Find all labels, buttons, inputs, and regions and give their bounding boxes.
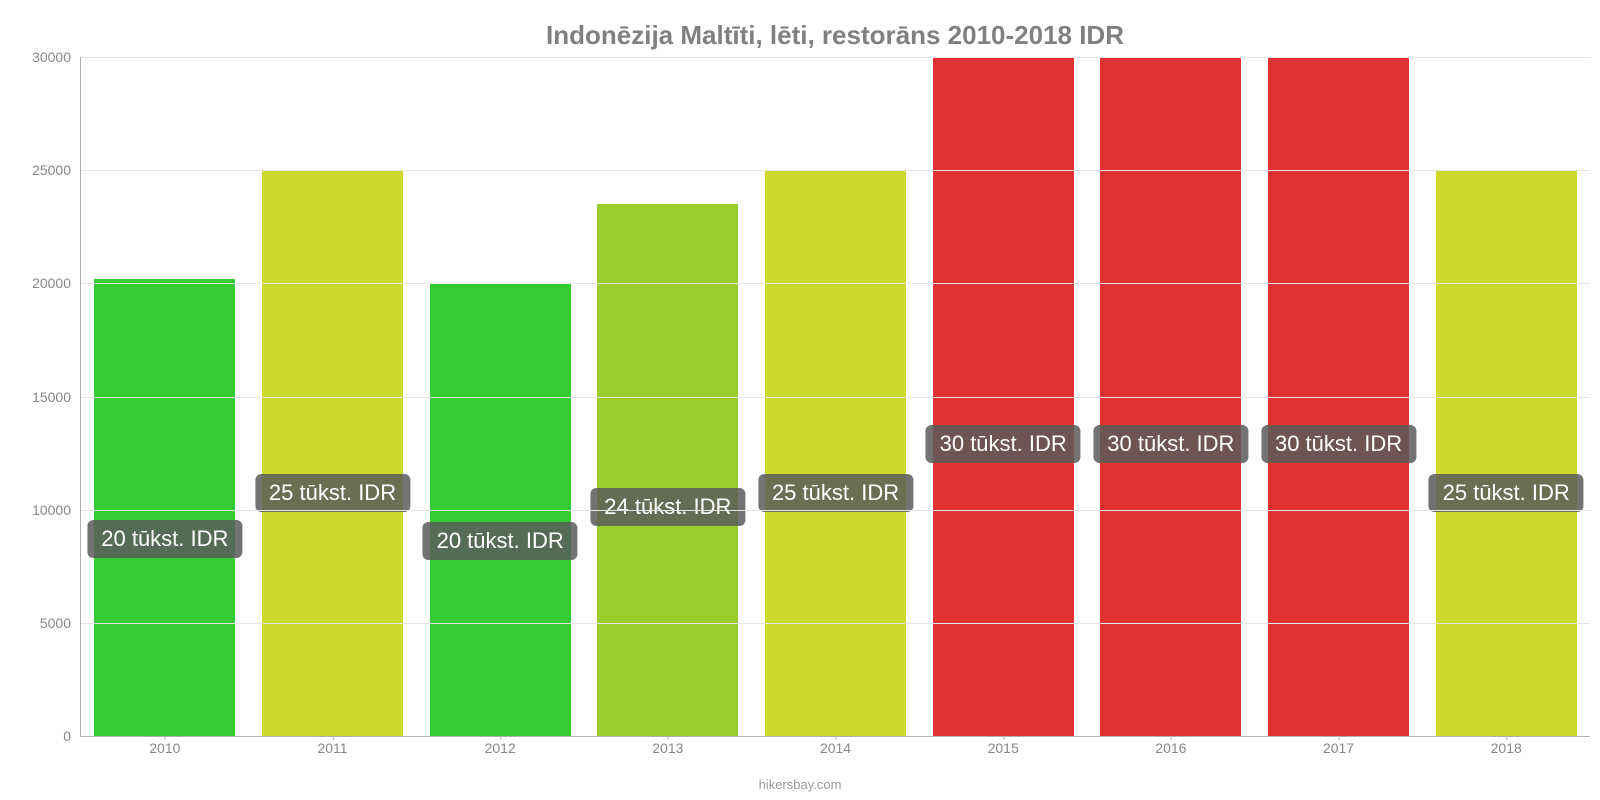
- chart-title: Indonēzija Maltīti, lēti, restorāns 2010…: [80, 20, 1590, 51]
- y-tick-label: 30000: [32, 49, 81, 65]
- grid-line: [81, 510, 1590, 511]
- value-label: 30 tūkst. IDR: [1261, 425, 1416, 463]
- bar: 25 tūkst. IDR: [1436, 170, 1577, 736]
- bar: 20 tūkst. IDR: [94, 279, 235, 736]
- value-label: 20 tūkst. IDR: [423, 522, 578, 560]
- x-tick-label: 2014: [820, 740, 851, 756]
- grid-line: [81, 397, 1590, 398]
- y-tick-label: 20000: [32, 275, 81, 291]
- y-tick-label: 25000: [32, 162, 81, 178]
- value-label: 25 tūkst. IDR: [1429, 474, 1584, 512]
- grid-line: [81, 170, 1590, 171]
- value-label: 30 tūkst. IDR: [926, 425, 1081, 463]
- y-tick-label: 10000: [32, 502, 81, 518]
- x-tick-label: 2012: [485, 740, 516, 756]
- x-tick-label: 2016: [1155, 740, 1186, 756]
- grid-line: [81, 57, 1590, 58]
- value-label: 24 tūkst. IDR: [590, 488, 745, 526]
- x-tick-label: 2017: [1323, 740, 1354, 756]
- bar: 25 tūkst. IDR: [765, 170, 906, 736]
- value-label: 25 tūkst. IDR: [758, 474, 913, 512]
- value-label: 25 tūkst. IDR: [255, 474, 410, 512]
- grid-line: [81, 623, 1590, 624]
- y-tick-label: 15000: [32, 389, 81, 405]
- chart-container: Indonēzija Maltīti, lēti, restorāns 2010…: [0, 0, 1600, 800]
- y-tick-label: 0: [63, 728, 81, 744]
- x-tick-label: 2015: [988, 740, 1019, 756]
- plot-area: 20 tūkst. IDR201025 tūkst. IDR201120 tūk…: [80, 57, 1590, 737]
- bar: 25 tūkst. IDR: [262, 170, 403, 736]
- x-tick-label: 2010: [149, 740, 180, 756]
- x-tick-label: 2011: [317, 740, 347, 756]
- credit-text: hikersbay.com: [759, 777, 842, 792]
- x-tick-label: 2018: [1491, 740, 1522, 756]
- value-label: 20 tūkst. IDR: [87, 520, 242, 558]
- x-tick-label: 2013: [652, 740, 683, 756]
- value-label: 30 tūkst. IDR: [1093, 425, 1248, 463]
- y-tick-label: 5000: [40, 615, 81, 631]
- grid-line: [81, 283, 1590, 284]
